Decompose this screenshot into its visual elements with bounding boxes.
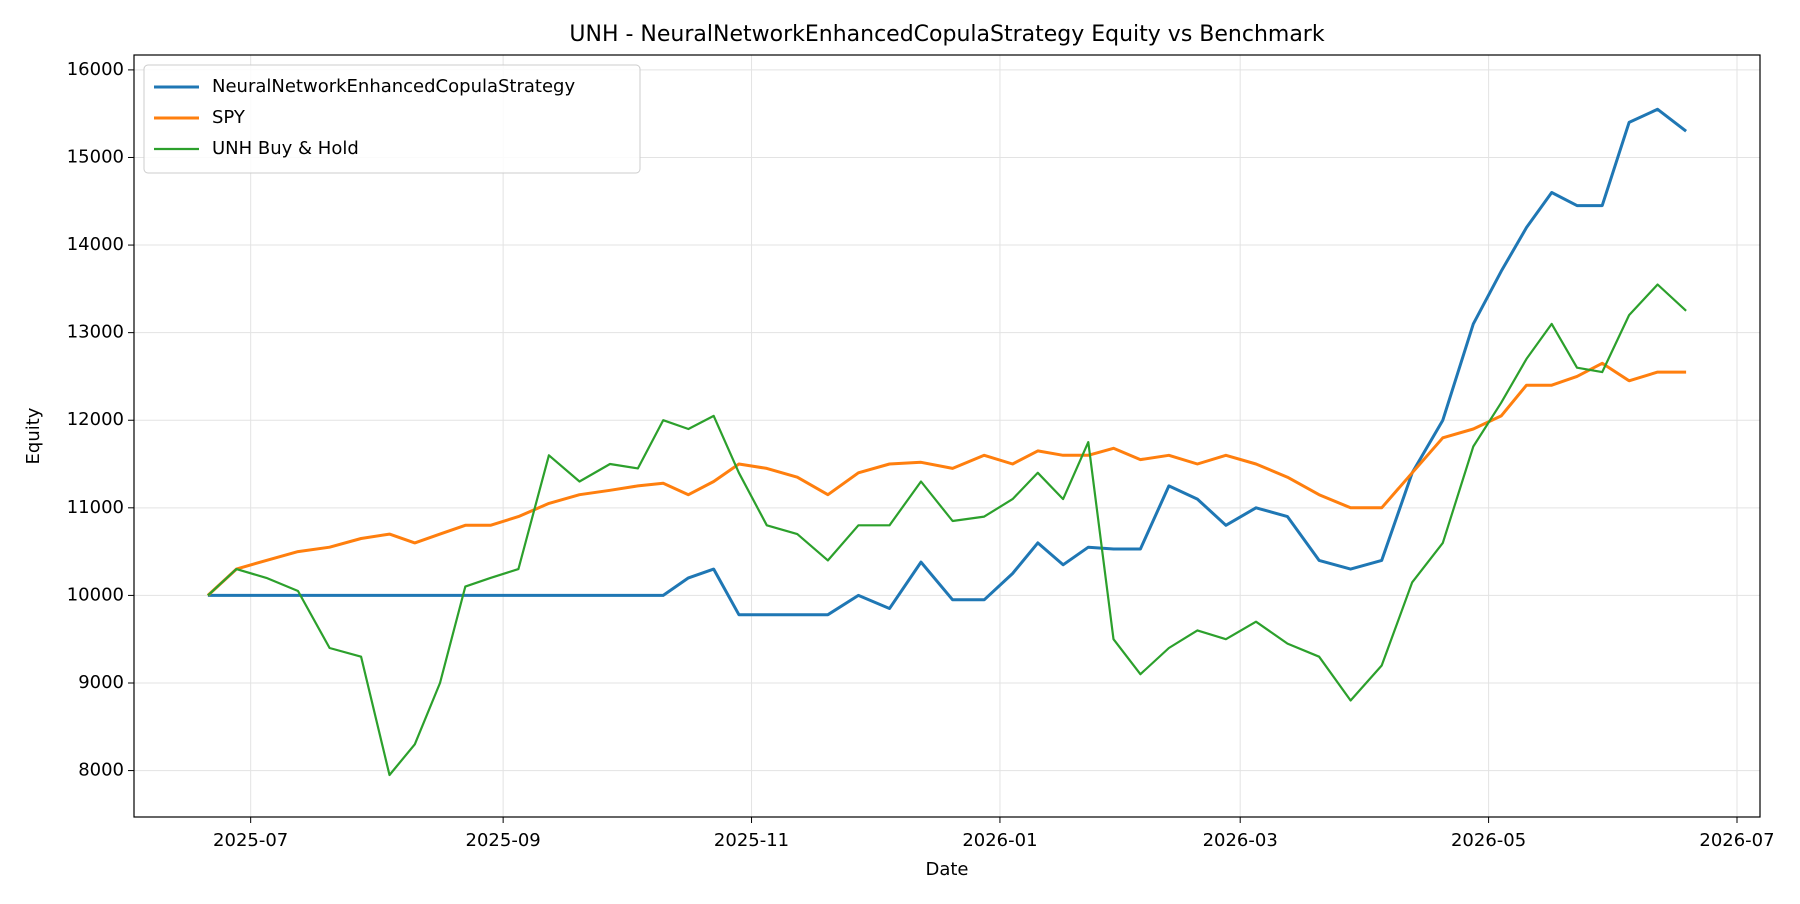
y-tick-label: 8000 [78,760,124,781]
x-axis-label: Date [925,859,968,880]
x-tick-label: 2026-05 [1451,830,1526,851]
y-axis-label: Equity [23,407,44,464]
x-tick-label: 2026-01 [962,830,1037,851]
series-line [207,283,1687,777]
y-tick-label: 15000 [67,146,124,167]
legend-label: UNH Buy & Hold [212,138,359,159]
series-line [207,107,1688,617]
x-tick-label: 2026-03 [1203,830,1278,851]
legend-label: NeuralNetworkEnhancedCopulaStrategy [212,76,575,97]
y-tick-label: 11000 [67,497,124,518]
x-tick-label: 2025-09 [466,830,541,851]
plot-frame [133,54,1761,818]
y-tick-label: 16000 [67,59,124,80]
x-tick-label: 2025-11 [714,830,789,851]
legend-box [143,64,641,174]
chart-title: UNH - NeuralNetworkEnhancedCopulaStrateg… [569,22,1324,47]
y-tick-label: 10000 [67,584,124,605]
y-tick-label: 13000 [67,322,124,343]
legend-label: SPY [212,107,246,128]
y-tick-label: 14000 [67,234,124,255]
x-tick-label: 2026-07 [1699,830,1774,851]
y-tick-label: 12000 [67,409,124,430]
series-line [206,361,1687,597]
y-tick-label: 9000 [78,672,124,693]
x-tick-label: 2025-07 [213,830,288,851]
